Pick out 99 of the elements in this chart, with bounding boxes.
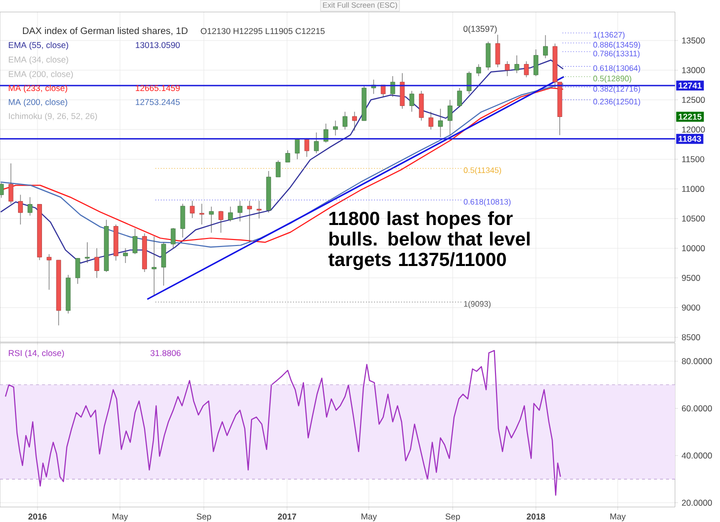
series-label: 0.5(12890) (593, 75, 632, 83)
candlestick (534, 49, 538, 76)
candlestick (123, 248, 128, 264)
x-tick-label: May (610, 514, 626, 522)
y-tick-label: 40.0000 (682, 452, 712, 459)
candlestick (170, 228, 176, 248)
series-label: 0.5(11345) (464, 167, 502, 175)
y-tick-label: 10000 (682, 245, 705, 252)
text: 12215 (678, 114, 702, 120)
candlestick (208, 206, 214, 234)
candlestick (218, 210, 224, 234)
x-tick-label: 2018 (526, 514, 546, 520)
candlestick (486, 41, 491, 70)
candlestick (152, 236, 156, 296)
candlestick (476, 64, 482, 76)
candlestick (504, 61, 510, 76)
annotation: O12130 H12295 L11905 C12215 (200, 28, 325, 34)
y-tick-label: 80.0000 (682, 358, 712, 364)
ref-line-label: 11843 (678, 136, 702, 142)
x-tick-label: 2017 (278, 514, 296, 520)
candlestick (466, 71, 472, 94)
candlestick (46, 254, 52, 290)
text: EMA (55, close) (8, 42, 68, 50)
candlestick (495, 34, 500, 68)
candlestick (199, 203, 204, 225)
y-tick-label: 11500 (682, 156, 704, 162)
candlestick (84, 242, 90, 264)
candlestick (409, 90, 414, 112)
line-series (4, 350, 562, 496)
x-tick-label: Sep (446, 514, 460, 522)
x-tick-label: 2016 (28, 514, 47, 520)
y-tick-label: 11000 (682, 186, 704, 192)
series-label: 0.236(12501) (593, 98, 640, 106)
series-label: 0.786(13311) (593, 50, 640, 58)
y-tick-label: 9500 (682, 274, 700, 281)
candlestick (180, 203, 186, 238)
series-label: 0.618(10813) (464, 198, 511, 206)
annotation: 12665.1459 (136, 85, 180, 92)
candlestick (190, 200, 195, 218)
text: RSI (14, close) (8, 350, 64, 358)
text: MA (200, close) (8, 98, 68, 107)
candlestick (543, 34, 548, 59)
series-label: 0.618(13064) (593, 65, 640, 73)
annotation: 12753.2445 (136, 99, 180, 106)
candlestick (285, 150, 290, 162)
series-label: 1(13627) (594, 32, 625, 40)
candlestick (352, 111, 357, 131)
candlestick (276, 160, 281, 178)
candlestick (400, 72, 405, 109)
y-tick-label: 12000 (682, 126, 705, 133)
candlestick (428, 111, 434, 130)
candlestick (28, 196, 32, 216)
annotation: 11800 last hopes for bulls. below that level targets 11375/11000 (328, 211, 530, 270)
x-tick-label: Sep (196, 514, 212, 522)
candlestick (8, 163, 14, 204)
candlestick (333, 120, 338, 136)
series-label: 0.886(13459) (593, 42, 640, 50)
x-tick-label: May (112, 514, 128, 522)
candlestick (161, 242, 166, 286)
annotation: 13013.0590 (136, 42, 180, 48)
y-tick-label: 13500 (682, 37, 705, 44)
candlestick (238, 200, 242, 222)
y-tick-label: 13000 (682, 67, 705, 74)
candlestick (75, 258, 80, 284)
candlestick (524, 61, 529, 78)
candlestick (18, 194, 23, 225)
series-label: 1(9093) (464, 300, 491, 308)
candlestick (228, 206, 233, 222)
candlestick (448, 100, 452, 136)
candlestick (0, 182, 4, 198)
annotation: EMA (34, close) (8, 56, 68, 64)
candlestick (256, 200, 262, 219)
text: DAX index of German listed shares, 1D (22, 27, 188, 36)
annotation: Ichimoku (9, 26, 52, 26) (8, 112, 97, 121)
candlestick (132, 228, 138, 254)
y-tick-label: 9000 (682, 304, 700, 311)
candlestick (418, 90, 424, 121)
candlestick (247, 200, 252, 243)
annotation: 31.8806 (150, 350, 181, 356)
candlestick (94, 248, 100, 278)
candlestick (438, 108, 443, 138)
y-tick-label: 20.0000 (682, 500, 712, 506)
y-tick-label: 10500 (682, 216, 705, 222)
annotation: EMA (200, close) (8, 70, 73, 79)
candlestick (314, 132, 319, 154)
candlestick (304, 138, 310, 158)
x-tick-label: May (362, 514, 377, 522)
annotation: 0(13597) (464, 26, 497, 34)
y-tick-label: 8500 (682, 334, 700, 340)
candlestick (390, 76, 396, 98)
text: MA (233, close) (8, 84, 68, 93)
candlestick (294, 138, 300, 160)
candlestick (514, 55, 520, 74)
y-tick-label: 60.0000 (682, 405, 712, 412)
candlestick (457, 88, 462, 108)
candlestick (342, 111, 348, 130)
y-tick-label: 12500 (682, 96, 705, 103)
series-label: 0.382(12716) (593, 86, 640, 94)
ref-line-label: 12741 (678, 82, 702, 89)
